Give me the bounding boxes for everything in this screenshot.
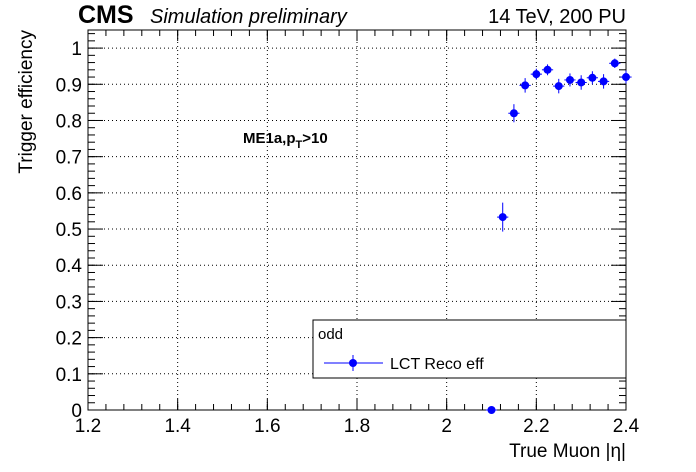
legend-title: odd — [318, 326, 343, 343]
data-point — [521, 81, 530, 90]
legend-marker-icon — [349, 359, 357, 367]
cms-label: CMS — [78, 1, 134, 29]
y-tick-label: 0.7 — [56, 148, 82, 169]
y-tick-label: 0.6 — [56, 184, 82, 205]
y-tick-label: 0.4 — [56, 256, 83, 277]
data-point — [588, 73, 597, 82]
tick-layer: 1.2 1.4 1.6 1.8 2 2.2 2.4 0 0.1 0.2 0.3 0.4 0.5 0.6 0.… — [56, 30, 640, 437]
conditions-label: 14 TeV, 200 PU — [488, 6, 626, 28]
y-tick-label: 0.9 — [56, 75, 82, 96]
y-tick-label: 0.5 — [56, 220, 82, 241]
x-tick-label: 1.2 — [75, 416, 101, 437]
data-point — [622, 73, 630, 82]
x-tick-label: 2 — [441, 416, 452, 437]
data-point — [554, 82, 563, 91]
simulation-label: Simulation preliminary — [150, 6, 348, 28]
data-point — [532, 70, 541, 79]
x-tick-label: 2.2 — [523, 416, 549, 437]
y-tick-label: 0 — [71, 401, 82, 422]
x-tick-label: 1.8 — [344, 416, 370, 437]
selection-annotation: ME1a,pT>10 — [243, 130, 328, 151]
x-axis-title: True Muon |η| — [509, 441, 626, 462]
points-layer — [485, 58, 632, 414]
y-tick-label: 0.8 — [56, 111, 82, 132]
plot-frame — [87, 29, 627, 411]
y-tick-label: 0.2 — [56, 329, 82, 350]
data-point — [509, 109, 518, 118]
data-point — [577, 78, 586, 87]
x-tick-label: 1.4 — [164, 416, 191, 437]
data-point — [599, 77, 608, 86]
x-tick-label: 2.4 — [613, 416, 640, 437]
data-point — [610, 59, 619, 68]
y-tick-label: 0.3 — [56, 292, 82, 313]
y-tick-label: 1 — [71, 39, 82, 60]
y-tick-label: 0.1 — [56, 365, 82, 386]
legend-entry-label: LCT Reco eff — [390, 356, 484, 373]
legend-box — [312, 319, 627, 379]
x-tick-label: 1.6 — [254, 416, 280, 437]
y-axis-title: Trigger efficiency — [16, 30, 37, 174]
data-point — [565, 75, 574, 84]
data-point — [487, 406, 496, 414]
legend: odd LCT Reco eff — [312, 319, 627, 379]
data-point — [498, 213, 507, 222]
data-point — [543, 65, 552, 74]
